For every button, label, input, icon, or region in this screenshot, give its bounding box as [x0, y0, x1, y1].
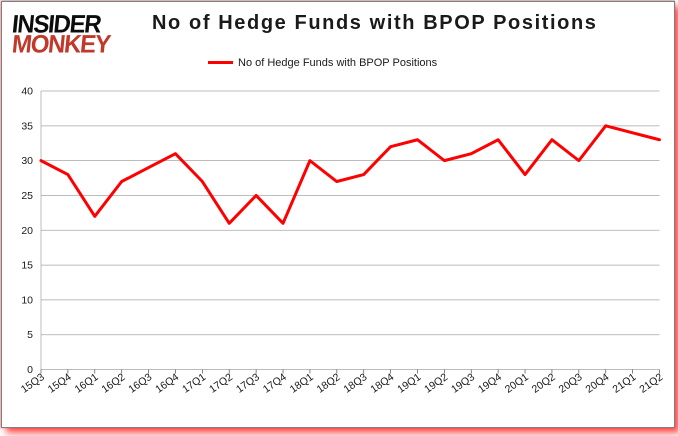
svg-text:20: 20 — [21, 225, 33, 237]
svg-text:21Q2: 21Q2 — [637, 371, 665, 396]
svg-text:5: 5 — [27, 329, 33, 341]
svg-text:15Q4: 15Q4 — [46, 371, 74, 396]
svg-text:18Q1: 18Q1 — [288, 371, 316, 396]
svg-text:16Q1: 16Q1 — [73, 371, 101, 396]
svg-text:16Q4: 16Q4 — [153, 371, 181, 396]
svg-text:0: 0 — [27, 364, 33, 376]
svg-text:30: 30 — [21, 155, 33, 167]
svg-text:19Q1: 19Q1 — [395, 371, 423, 396]
svg-text:19Q4: 19Q4 — [476, 371, 504, 396]
svg-text:21Q1: 21Q1 — [610, 371, 638, 396]
svg-text:15: 15 — [21, 260, 33, 272]
svg-text:19Q2: 19Q2 — [422, 371, 450, 396]
svg-text:20Q1: 20Q1 — [503, 371, 531, 396]
svg-text:17Q1: 17Q1 — [180, 371, 208, 396]
svg-text:19Q3: 19Q3 — [449, 371, 477, 396]
svg-text:10: 10 — [21, 294, 33, 306]
svg-text:16Q2: 16Q2 — [99, 371, 127, 396]
svg-text:20Q2: 20Q2 — [530, 371, 558, 396]
svg-text:17Q4: 17Q4 — [261, 371, 289, 396]
svg-text:16Q3: 16Q3 — [126, 371, 154, 396]
svg-text:17Q2: 17Q2 — [207, 371, 235, 396]
svg-text:35: 35 — [21, 120, 33, 132]
svg-text:25: 25 — [21, 190, 33, 202]
svg-text:18Q4: 18Q4 — [368, 371, 396, 396]
svg-text:17Q3: 17Q3 — [234, 371, 262, 396]
svg-text:18Q3: 18Q3 — [341, 371, 369, 396]
svg-text:20Q4: 20Q4 — [584, 371, 612, 396]
svg-text:18Q2: 18Q2 — [315, 371, 343, 396]
svg-text:20Q3: 20Q3 — [557, 371, 585, 396]
svg-text:40: 40 — [21, 86, 33, 98]
